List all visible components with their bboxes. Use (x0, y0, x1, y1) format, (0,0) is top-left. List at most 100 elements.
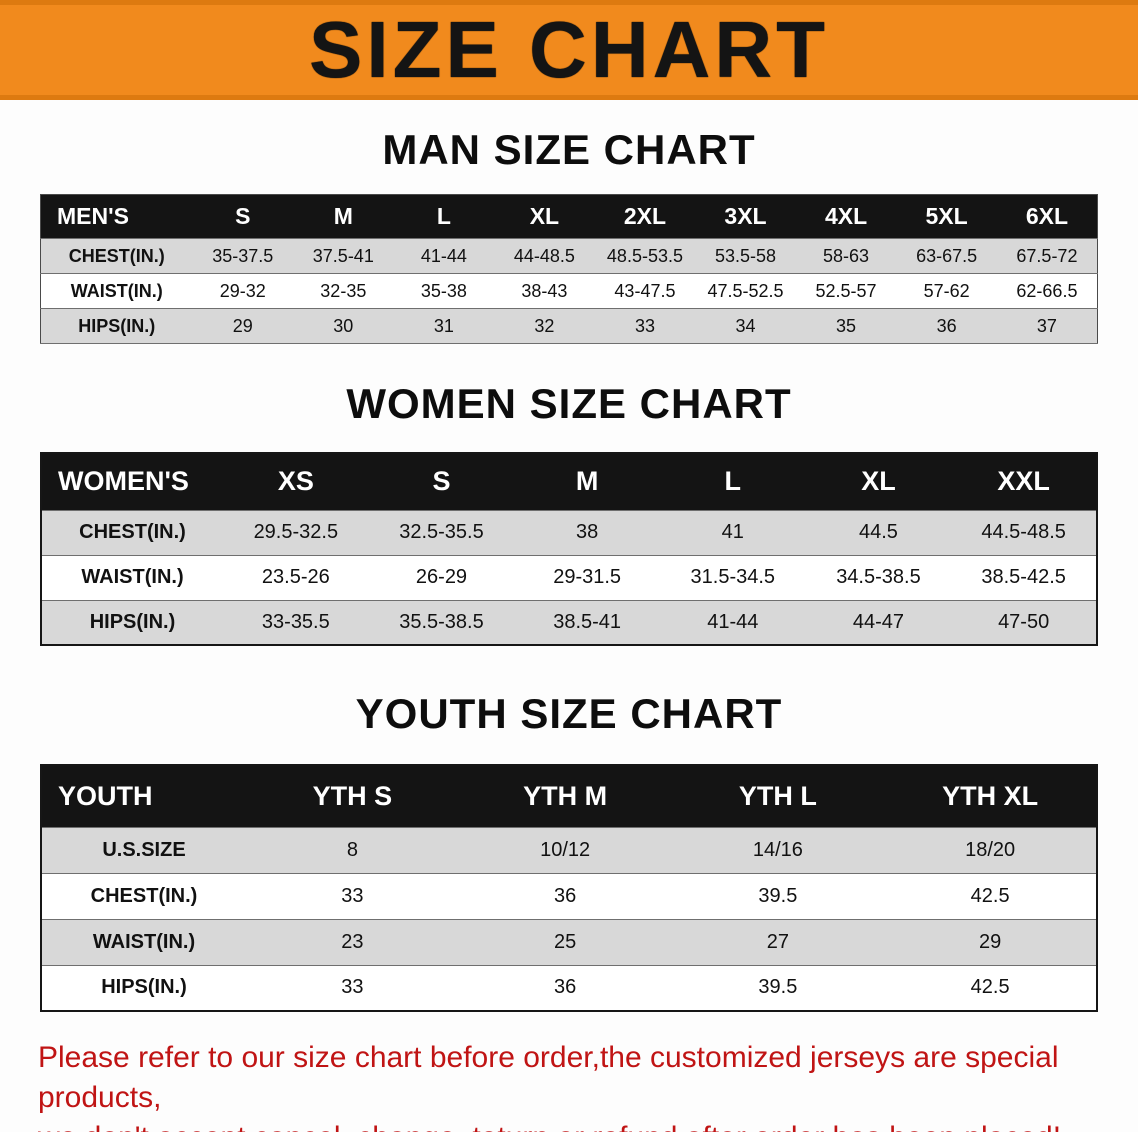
order-notice: Please refer to our size chart before or… (38, 1038, 1100, 1132)
table-group-label: WOMEN'S (41, 453, 223, 510)
measurement-value: 18/20 (884, 826, 1097, 874)
size-column-header: 2XL (594, 194, 696, 239)
measurement-value: 62-66.5 (996, 273, 1098, 309)
notice-line-2: we don't accept cancel, change, teturn o… (38, 1118, 1100, 1132)
measurement-value: 38.5-41 (514, 599, 660, 646)
measurement-value: 52.5-57 (795, 273, 897, 309)
measurement-value: 47.5-52.5 (695, 273, 796, 309)
measurement-label: CHEST(IN.) (41, 872, 246, 920)
table-group-label: YOUTH (41, 765, 246, 827)
measurement-label: WAIST(IN.) (41, 918, 246, 966)
measurement-value: 29 (192, 308, 294, 344)
size-column-header: 3XL (695, 194, 796, 239)
measurement-value: 35 (795, 308, 897, 344)
measurement-value: 29-31.5 (514, 554, 660, 601)
measurement-label: WAIST(IN.) (41, 554, 223, 601)
measurement-row: CHEST(IN.) 33 36 39.5 42.5 (41, 872, 1097, 920)
measurement-value: 41 (659, 509, 806, 556)
size-column-header: S (368, 453, 515, 510)
measurement-value: 44-48.5 (494, 238, 595, 274)
measurement-value: 23.5-26 (223, 554, 369, 601)
measurement-value: 10/12 (458, 826, 672, 874)
measurement-value: 32-35 (293, 273, 394, 309)
size-column-header: M (293, 194, 394, 239)
measurement-label: HIPS(IN.) (41, 964, 246, 1012)
measurement-value: 29 (884, 918, 1097, 966)
size-column-header: S (192, 194, 294, 239)
measurement-value: 43-47.5 (594, 273, 696, 309)
measurement-value: 26-29 (368, 554, 515, 601)
measurement-label: CHEST(IN.) (41, 509, 223, 556)
measurement-value: 14/16 (671, 826, 885, 874)
measurement-label: HIPS(IN.) (41, 599, 223, 646)
measurement-row: CHEST(IN.) 29.5-32.5 32.5-35.5 38 41 44.5 44.5… (41, 509, 1097, 556)
measurement-value: 44-47 (805, 599, 952, 646)
section-youth: YOUTH SIZE CHART YOUTH YTH S YTH M YTH L YTH… (0, 690, 1138, 1012)
measurement-row: HIPS(IN.) 29 30 31 32 33 34 35 36 37 (40, 308, 1098, 344)
size-column-header: 5XL (896, 194, 997, 239)
size-column-header: L (393, 194, 495, 239)
measurement-row: HIPS(IN.) 33-35.5 35.5-38.5 38.5-41 41-44 44-… (41, 599, 1097, 646)
measurement-value: 34.5-38.5 (805, 554, 952, 601)
section-men: MAN SIZE CHART MEN'S S M L XL 2XL 3XL 4XL 5XL 6XL… (0, 126, 1138, 344)
measurement-row: CHEST(IN.) 35-37.5 37.5-41 41-44 44-48.5 48.5… (40, 238, 1098, 274)
measurement-row: WAIST(IN.) 29-32 32-35 35-38 38-43 43-47.5 47.… (40, 273, 1098, 309)
measurement-row: WAIST(IN.) 23.5-26 26-29 29-31.5 31.5-34.5 34… (41, 554, 1097, 601)
size-column-header: 4XL (795, 194, 897, 239)
measurement-label: WAIST(IN.) (40, 273, 193, 309)
page-title: SIZE CHART (309, 5, 829, 94)
measurement-value: 42.5 (884, 964, 1097, 1012)
size-column-header: YTH XL (884, 765, 1097, 827)
measurement-value: 23 (246, 918, 459, 966)
measurement-value: 38 (514, 509, 660, 556)
measurement-value: 47-50 (951, 599, 1097, 646)
measurement-label: HIPS(IN.) (40, 308, 193, 344)
table-group-label: MEN'S (40, 194, 193, 239)
women-size-table: WOMEN'S XS S M L XL XXL CHEST(IN.) 29.5-32.5 32.5… (40, 452, 1098, 646)
banner: SIZE CHART (0, 0, 1138, 100)
size-column-header: YTH L (671, 765, 885, 827)
size-header-row: WOMEN'S XS S M L XL XXL (41, 453, 1097, 510)
measurement-value: 63-67.5 (896, 238, 997, 274)
size-column-header: YTH S (246, 765, 459, 827)
measurement-value: 67.5-72 (996, 238, 1098, 274)
measurement-value: 32 (494, 308, 595, 344)
men-size-table: MEN'S S M L XL 2XL 3XL 4XL 5XL 6XL CHEST(IN.) 35-37… (40, 194, 1098, 344)
measurement-value: 41-44 (393, 238, 495, 274)
measurement-value: 32.5-35.5 (368, 509, 515, 556)
measurement-label: U.S.SIZE (41, 826, 246, 874)
size-column-header: XS (223, 453, 369, 510)
measurement-value: 30 (293, 308, 394, 344)
size-column-header: L (659, 453, 806, 510)
measurement-value: 39.5 (671, 872, 885, 920)
measurement-value: 41-44 (659, 599, 806, 646)
measurement-row: WAIST(IN.) 23 25 27 29 (41, 918, 1097, 966)
measurement-row: HIPS(IN.) 33 36 39.5 42.5 (41, 964, 1097, 1012)
youth-size-table: YOUTH YTH S YTH M YTH L YTH XL U.S.SIZE 8 10/12… (40, 764, 1098, 1012)
measurement-value: 31 (393, 308, 495, 344)
measurement-value: 33 (594, 308, 696, 344)
men-section-title: MAN SIZE CHART (382, 126, 756, 173)
measurement-value: 38.5-42.5 (951, 554, 1097, 601)
size-column-header: M (514, 453, 660, 510)
size-header-row: YOUTH YTH S YTH M YTH L YTH XL (41, 765, 1097, 827)
measurement-value: 37.5-41 (293, 238, 394, 274)
measurement-value: 57-62 (896, 273, 997, 309)
measurement-value: 31.5-34.5 (659, 554, 806, 601)
measurement-value: 44.5-48.5 (951, 509, 1097, 556)
measurement-value: 35-38 (393, 273, 495, 309)
size-column-header: YTH M (458, 765, 672, 827)
measurement-value: 53.5-58 (695, 238, 796, 274)
measurement-value: 33 (246, 964, 459, 1012)
size-column-header: XL (494, 194, 595, 239)
measurement-value: 25 (458, 918, 672, 966)
measurement-value: 34 (695, 308, 796, 344)
measurement-value: 39.5 (671, 964, 885, 1012)
section-women: WOMEN SIZE CHART WOMEN'S XS S M L XL XXL CHEST(… (0, 380, 1138, 646)
measurement-value: 29.5-32.5 (223, 509, 369, 556)
measurement-label: CHEST(IN.) (40, 238, 193, 274)
measurement-value: 36 (458, 872, 672, 920)
measurement-value: 36 (458, 964, 672, 1012)
size-header-row: MEN'S S M L XL 2XL 3XL 4XL 5XL 6XL (40, 194, 1098, 239)
